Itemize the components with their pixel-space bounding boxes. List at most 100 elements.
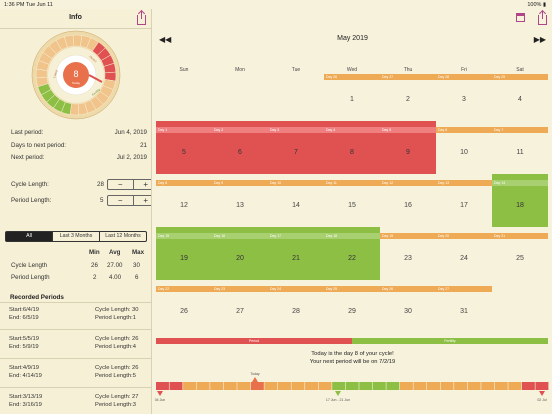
prev-month-button[interactable]: ◀◀ bbox=[159, 35, 172, 44]
calendar-day[interactable]: Day 4 8 bbox=[324, 121, 380, 174]
timeline-day-cell[interactable] bbox=[481, 382, 495, 390]
calendar-day[interactable]: Day 6 10 bbox=[436, 121, 492, 174]
calendar-day[interactable]: Day 26 1 bbox=[324, 68, 380, 121]
days-to-next-row: Days to next period: 21 bbox=[11, 142, 147, 149]
calendar-day[interactable]: Day 3 7 bbox=[268, 121, 324, 174]
share-icon[interactable] bbox=[137, 11, 146, 25]
period-length-stepper[interactable]: − + bbox=[107, 195, 151, 206]
day-number: 12 bbox=[180, 202, 188, 209]
record-item[interactable]: Start:5/5/19 Cycle Length: 26 End: 5/9/19… bbox=[0, 329, 151, 360]
calendar-day[interactable]: Day 10 14 bbox=[268, 174, 324, 227]
share-icon[interactable] bbox=[538, 11, 547, 25]
calendar-day[interactable]: Day 16 20 bbox=[212, 227, 268, 280]
timeline-day-cell[interactable] bbox=[386, 382, 400, 390]
day-number: 24 bbox=[460, 255, 468, 262]
calendar-day[interactable]: Day 24 28 bbox=[268, 280, 324, 333]
calendar-day[interactable]: Day 9 13 bbox=[212, 174, 268, 227]
calendar-day[interactable]: Day 29 4 bbox=[492, 68, 548, 121]
timeline-day-cell[interactable] bbox=[372, 382, 386, 390]
timeline-day-cell[interactable] bbox=[427, 382, 440, 390]
timeline-start-label: 04 Jun bbox=[155, 398, 166, 402]
calendar-day[interactable]: Day 17 21 bbox=[268, 227, 324, 280]
timeline-day-cell[interactable] bbox=[250, 382, 264, 390]
timeline-day-cell[interactable] bbox=[318, 382, 332, 390]
increment-button[interactable]: + bbox=[143, 196, 149, 205]
day-number: 20 bbox=[236, 255, 244, 262]
timeline-day-cell[interactable] bbox=[440, 382, 454, 390]
status-time: 1:36 PM Tue Jun 11 bbox=[4, 2, 53, 8]
calendar-day[interactable]: Day 27 2 bbox=[380, 68, 436, 121]
calendar-day[interactable]: Day 11 15 bbox=[324, 174, 380, 227]
period-length-value: 5 bbox=[100, 197, 104, 204]
timeline-day-cell[interactable] bbox=[494, 382, 508, 390]
calendar-day[interactable]: Day 5 9 bbox=[380, 121, 436, 174]
calendar-day[interactable]: Day 23 27 bbox=[212, 280, 268, 333]
decrement-button[interactable]: − bbox=[108, 180, 134, 189]
day-number: 1 bbox=[350, 96, 354, 103]
calendar-day[interactable]: Day 28 3 bbox=[436, 68, 492, 121]
wheel-day-segment[interactable] bbox=[86, 37, 99, 52]
calendar-day[interactable]: Day 2 6 bbox=[212, 121, 268, 174]
record-item[interactable]: Start:6/4/19 Cycle Length: 30 End: 6/5/19… bbox=[0, 302, 151, 333]
next-period-row: Next period: Jul 2, 2019 bbox=[11, 154, 147, 161]
decrement-button[interactable]: − bbox=[108, 196, 134, 205]
calendar-day[interactable]: Day 26 30 bbox=[380, 280, 436, 333]
calendar-day[interactable]: Day 25 29 bbox=[324, 280, 380, 333]
timeline-day-cell[interactable] bbox=[291, 382, 305, 390]
calendar-day bbox=[156, 68, 212, 121]
timeline-day-cell[interactable] bbox=[156, 382, 169, 390]
cycle-day-bar: Day 18 bbox=[324, 233, 380, 239]
calendar-day[interactable]: Day 8 12 bbox=[156, 174, 212, 227]
timeline-today-label: Today bbox=[250, 372, 260, 376]
calendar-day[interactable]: Day 20 24 bbox=[436, 227, 492, 280]
calendar-day[interactable]: Day 27 31 bbox=[436, 280, 492, 333]
cycle-length-stepper[interactable]: − + bbox=[107, 179, 151, 190]
segment-last-3-months[interactable]: Last 3 Months bbox=[52, 232, 99, 241]
increment-button[interactable]: + bbox=[143, 180, 149, 189]
timeline-day-cell[interactable] bbox=[237, 382, 251, 390]
timeline-day-cell[interactable] bbox=[183, 382, 197, 390]
calendar-day[interactable]: Day 7 11 bbox=[492, 121, 548, 174]
record-item[interactable]: Start:4/9/19 Cycle Length: 26 End: 4/14/1… bbox=[0, 358, 151, 389]
day-number: 31 bbox=[460, 308, 468, 315]
timeline-day-cell[interactable] bbox=[264, 382, 278, 390]
cycle-wheel[interactable]: 8 Today Luteal Period Fertility bbox=[31, 30, 121, 120]
timeline-day-cell[interactable] bbox=[305, 382, 319, 390]
cycle-day-bar: Day 20 bbox=[436, 233, 492, 239]
timeline-day-cell[interactable] bbox=[413, 382, 427, 390]
timeline-day-cell[interactable] bbox=[467, 382, 481, 390]
segment-all[interactable]: All bbox=[6, 232, 52, 241]
calendar-day[interactable]: Day 12 16 bbox=[380, 174, 436, 227]
timeline-day-cell[interactable] bbox=[223, 382, 237, 390]
record-item[interactable]: Start:3/13/19 Cycle Length: 27 End: 3/16/… bbox=[0, 387, 151, 414]
segment-last-12-months[interactable]: Last 12 Months bbox=[99, 232, 146, 241]
calendar-day[interactable]: Day 15 19 bbox=[156, 227, 212, 280]
calendar-day[interactable]: Day 19 23 bbox=[380, 227, 436, 280]
timeline-day-cell[interactable] bbox=[454, 382, 468, 390]
calendar-day[interactable]: Day 13 17 bbox=[436, 174, 492, 227]
timeline-day-cell[interactable] bbox=[508, 382, 522, 390]
calendar-day[interactable]: Day 18 22 bbox=[324, 227, 380, 280]
timeline-day-cell[interactable] bbox=[277, 382, 291, 390]
calendar-day[interactable]: Day 1 5 bbox=[156, 121, 212, 174]
timeline-day-cell[interactable] bbox=[210, 382, 224, 390]
calendar-day[interactable]: Day 21 25 bbox=[492, 227, 548, 280]
cycle-day-bar: Day 10 bbox=[268, 180, 324, 186]
timeline-day-cell[interactable] bbox=[535, 382, 549, 390]
cycle-day-bar: Day 1 bbox=[156, 127, 212, 133]
calendar-icon[interactable] bbox=[516, 13, 525, 22]
timeline-day-cell[interactable] bbox=[332, 382, 346, 390]
stats-header-avg: Avg bbox=[109, 249, 121, 256]
range-segmented-control[interactable]: All Last 3 Months Last 12 Months bbox=[5, 231, 147, 242]
next-month-button[interactable]: ▶▶ bbox=[533, 35, 546, 44]
timeline-day-cell[interactable] bbox=[521, 382, 535, 390]
cycle-timeline[interactable]: Today 04 Jun 17 Jun - 21 Jun 02 Jul bbox=[153, 371, 552, 414]
timeline-day-cell[interactable] bbox=[359, 382, 373, 390]
timeline-day-cell[interactable] bbox=[345, 382, 359, 390]
calendar-day[interactable]: Day 14 18 bbox=[492, 174, 548, 227]
timeline-day-cell[interactable] bbox=[399, 382, 413, 390]
calendar-day[interactable]: Day 22 26 bbox=[156, 280, 212, 333]
cycle-length-value: 28 bbox=[97, 181, 104, 188]
timeline-day-cell[interactable] bbox=[169, 382, 183, 390]
timeline-day-cell[interactable] bbox=[196, 382, 210, 390]
